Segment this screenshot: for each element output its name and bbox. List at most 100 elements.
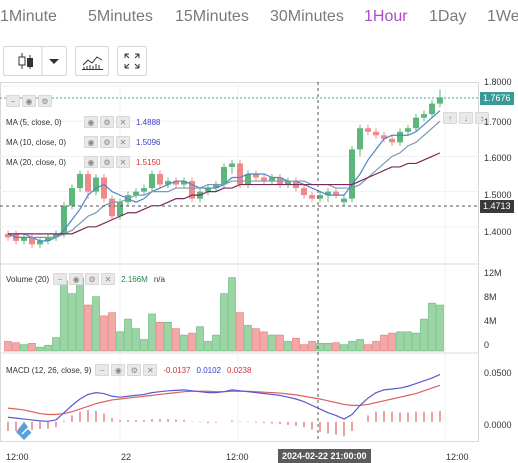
candle-body [405, 128, 411, 132]
collapse-icon[interactable]: − [95, 364, 110, 376]
close-icon[interactable]: ✕ [116, 156, 130, 168]
indicators-button[interactable] [75, 46, 109, 76]
candle-body [69, 188, 75, 206]
volume-bar [132, 328, 140, 352]
candle-body [5, 233, 11, 238]
volume-bar [100, 315, 108, 352]
tab-1week[interactable]: 1We [487, 8, 518, 25]
volume-axis-label: 8M [484, 292, 497, 302]
volume-bar [372, 341, 380, 352]
time-axis-label: 12:00 [6, 452, 29, 462]
close-icon[interactable]: ✕ [116, 136, 130, 148]
volume-bar [244, 325, 252, 352]
macd-line [7, 373, 441, 422]
candle-body [221, 166, 227, 185]
volume-bar [92, 296, 100, 352]
tab-1day[interactable]: 1Day [429, 8, 467, 25]
candle-body [373, 131, 379, 136]
candle-body [437, 97, 443, 104]
tab-1hour[interactable]: 1Hour [364, 8, 408, 25]
volume-bar [68, 293, 76, 352]
volume-bar [156, 321, 164, 352]
scale-up-icon[interactable]: ↑ [443, 112, 457, 124]
close-icon[interactable]: ✕ [101, 273, 116, 285]
volume-bar [140, 339, 148, 352]
eye-icon[interactable]: ◉ [84, 136, 98, 148]
eye-icon[interactable]: ◉ [111, 364, 126, 376]
time-axis-label: 22 [121, 452, 132, 462]
legend-volume-extra: n/a [153, 274, 165, 284]
macd-axis-label: 0.0500 [484, 368, 512, 378]
volume-bar [124, 318, 132, 352]
candle-body [237, 163, 243, 185]
candle-body [357, 128, 363, 150]
fullscreen-button[interactable] [117, 46, 147, 76]
volume-bar [220, 293, 228, 352]
volume-bar [332, 342, 340, 352]
volume-bar [228, 277, 236, 352]
volume-bar [172, 328, 180, 352]
candle-body [301, 188, 307, 196]
volume-bar [164, 321, 172, 352]
settings-icon[interactable]: ⚙ [85, 273, 100, 285]
volume-bar [420, 318, 428, 352]
eye-icon[interactable]: ◉ [69, 273, 84, 285]
volume-bar [276, 334, 284, 352]
volume-bar [404, 331, 412, 352]
candle-body [45, 237, 51, 241]
candle-body [325, 191, 331, 196]
close-icon[interactable]: ✕ [116, 116, 130, 128]
chevron-down-icon[interactable] [49, 59, 59, 64]
volume-bar [76, 277, 84, 352]
tab-15minutes[interactable]: 15Minutes [175, 8, 249, 25]
settings-icon[interactable]: ⚙ [127, 364, 142, 376]
tab-30minutes[interactable]: 30Minutes [270, 8, 344, 25]
volume-bar [316, 343, 324, 352]
candles [5, 89, 443, 248]
settings-icon[interactable]: ⚙ [38, 95, 52, 107]
candle-body [317, 195, 323, 199]
close-icon[interactable]: ✕ [143, 364, 158, 376]
eye-icon[interactable]: ◉ [22, 95, 36, 107]
candle-body [101, 177, 107, 199]
ma-lines [7, 110, 441, 242]
candle-body [165, 181, 171, 185]
eye-icon[interactable]: ◉ [84, 156, 98, 168]
tab-5minutes[interactable]: 5Minutes [88, 8, 153, 25]
chart-type-selector[interactable] [3, 46, 67, 76]
chart-canvas[interactable] [0, 82, 518, 463]
candle-body [229, 163, 235, 167]
settings-icon[interactable]: ⚙ [100, 136, 114, 148]
settings-icon[interactable]: ⚙ [100, 156, 114, 168]
legend-volume-label: Volume (20) [6, 274, 50, 284]
scale-down-icon[interactable]: ↓ [459, 112, 473, 124]
volume-bar [52, 337, 60, 352]
settings-icon[interactable]: ⚙ [100, 116, 114, 128]
volume-axis-label: 12M [484, 268, 502, 278]
candle-body [189, 181, 195, 199]
volume-bar [12, 342, 20, 352]
tab-1minute[interactable]: 1Minute [0, 8, 57, 25]
eye-icon[interactable]: ◉ [84, 116, 98, 128]
collapse-icon[interactable]: − [6, 95, 20, 107]
candle-body [77, 174, 83, 189]
candle-body [93, 177, 99, 192]
volume-bar [292, 337, 300, 352]
main-panel-header: − ◉ ⚙ [6, 95, 58, 107]
chart-area[interactable]: − ◉ ⚙ ↑ ↓ ↕ MA (5, close, 0) ◉ ⚙ ✕ 1.488… [0, 77, 518, 463]
candle-body [117, 202, 123, 217]
volume-bar [396, 331, 404, 352]
indicators-icon [82, 56, 103, 70]
candle-body [309, 195, 315, 199]
candle-body [29, 237, 35, 245]
legend-macd: MACD (12, 26, close, 9) − ◉ ⚙ ✕ -0.0137 … [6, 364, 257, 376]
collapse-icon[interactable]: − [53, 273, 68, 285]
legend-ma20: MA (20, close, 0) ◉ ⚙ ✕ 1.5150 [6, 156, 166, 168]
scale-reset-icon[interactable]: ↕ [475, 112, 489, 124]
price-axis-label: 1.4000 [484, 227, 512, 237]
candle-body [149, 174, 155, 189]
volume-bar [284, 341, 292, 352]
grid-lines [0, 82, 478, 442]
volume-bar [212, 334, 220, 352]
price-axis-label: 1.7000 [484, 117, 512, 127]
